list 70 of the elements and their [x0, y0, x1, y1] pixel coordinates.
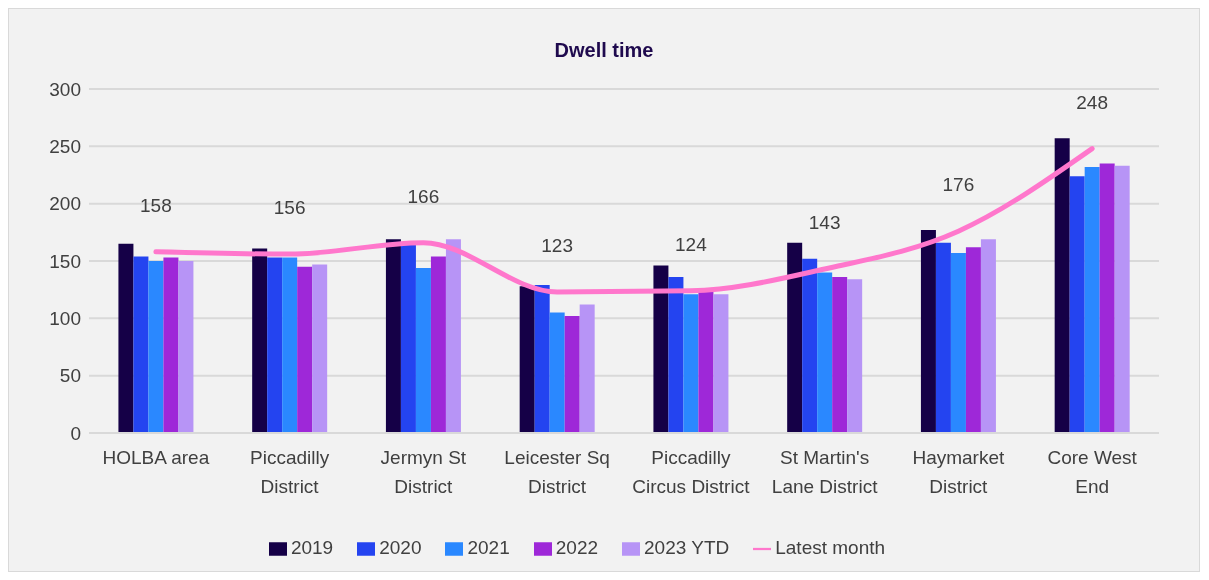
x-tick-label: Core West End: [1047, 447, 1138, 497]
legend-label: 2023 YTD: [644, 537, 730, 558]
bar: [400, 244, 416, 433]
bar: [935, 242, 951, 433]
legend-label: 2019: [290, 537, 334, 558]
bar: [653, 265, 669, 433]
bar: [920, 230, 936, 433]
bar: [683, 294, 699, 433]
data-label: 143: [808, 212, 841, 234]
bar: [163, 257, 179, 433]
bar: [519, 286, 535, 433]
bar: [832, 277, 848, 433]
bar: [965, 247, 981, 433]
y-tick-label: 0: [70, 422, 81, 444]
data-label: 123: [541, 234, 573, 256]
bar: [118, 243, 134, 433]
chart-title: Dwell time: [553, 38, 655, 63]
bar: [133, 256, 149, 433]
legend-label: 2020: [379, 537, 422, 558]
y-tick-label: 100: [49, 308, 81, 330]
data-label: 248: [1076, 91, 1108, 113]
bar: [713, 294, 729, 433]
x-tick-label: HOLBA area: [102, 447, 210, 469]
bar: [445, 239, 461, 433]
bar: [564, 316, 580, 433]
x-tick-label: Jermyn St District: [380, 447, 467, 497]
bar: [817, 272, 833, 433]
bar: [178, 261, 194, 433]
data-label: 166: [407, 185, 440, 207]
bar: [950, 252, 966, 433]
x-tick-label: St Martin's Lane District: [771, 447, 879, 497]
bar: [1069, 176, 1085, 433]
bar: [385, 239, 401, 433]
x-tick-label: Piccadilly Circus District: [632, 447, 751, 497]
bar: [312, 264, 328, 433]
bar: [1054, 138, 1070, 433]
y-tick-label: 200: [49, 193, 81, 215]
legend-label: 2022: [555, 537, 599, 558]
data-label: 176: [942, 174, 975, 196]
y-tick-label: 150: [49, 250, 81, 272]
x-tick-label: Leicester Sq District: [504, 447, 610, 497]
bar: [668, 277, 684, 433]
bar: [549, 312, 565, 433]
bar: [847, 279, 863, 433]
bar: [430, 256, 446, 433]
x-tick-label: Piccadilly District: [250, 447, 330, 497]
legend-label: Latest month: [775, 537, 886, 558]
bar: [1099, 163, 1115, 433]
bar: [282, 257, 298, 433]
bar: [802, 258, 818, 433]
bar: [787, 242, 803, 433]
data-label: 156: [273, 197, 306, 219]
bar: [267, 257, 283, 433]
bar: [1114, 165, 1130, 433]
legend-label: 2021: [467, 537, 510, 558]
y-tick-label: 300: [49, 78, 81, 100]
bar: [297, 266, 313, 433]
bar: [980, 239, 996, 433]
data-label: 158: [140, 194, 172, 216]
bar: [252, 248, 268, 433]
x-tick-label: Haymarket District: [912, 447, 1006, 497]
bar: [534, 285, 550, 433]
bar: [415, 267, 431, 433]
y-tick-label: 50: [59, 365, 81, 387]
bar: [148, 261, 164, 433]
data-label: 124: [675, 233, 708, 255]
y-tick-label: 250: [49, 136, 81, 158]
bar: [698, 290, 714, 433]
bar: [1084, 166, 1100, 433]
bar: [579, 304, 595, 433]
